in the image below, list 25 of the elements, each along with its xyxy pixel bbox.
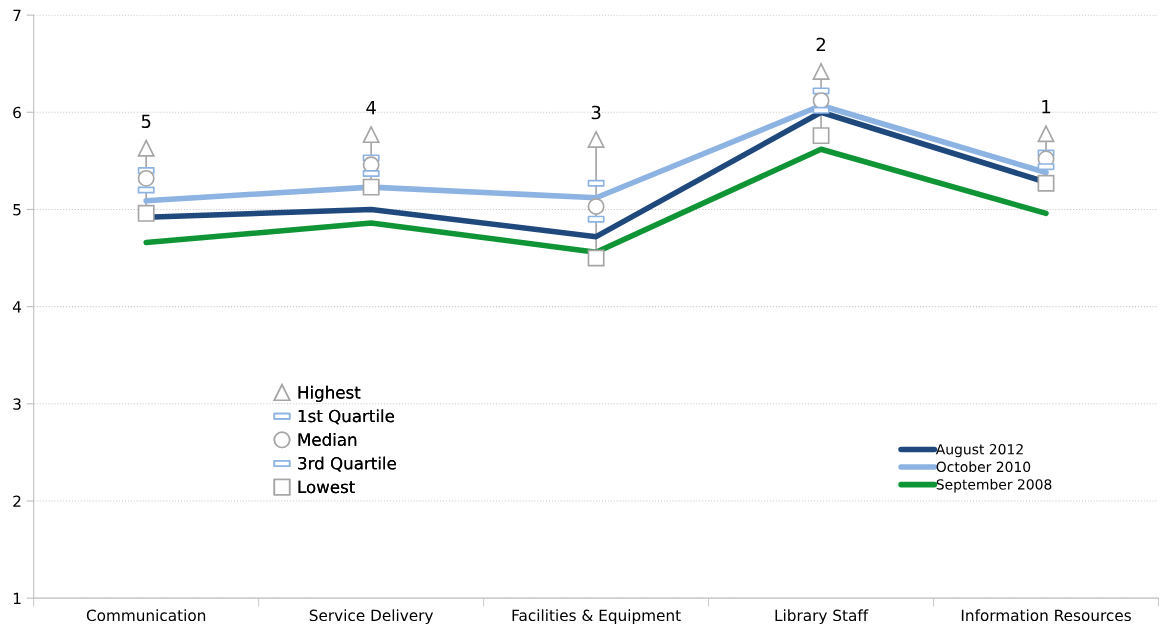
x-tick-label: Service Delivery: [309, 609, 434, 625]
x-tick-label: Information Resources: [961, 609, 1131, 622]
x-tick-label: Facilities & Equipment: [512, 609, 681, 625]
y-tick-label: 7: [13, 9, 21, 21]
annotation: 2: [816, 37, 825, 52]
annotation: 4: [366, 101, 376, 115]
legend-label: September 2008: [936, 478, 1052, 493]
annotation: 1: [1042, 100, 1051, 114]
x-tick-label: Library Staff: [775, 609, 869, 625]
y-tick-label: 1: [13, 592, 21, 604]
y-tick-label: 2: [13, 495, 21, 507]
legend-label: Lowest: [298, 480, 355, 494]
legend-label: Highest: [298, 385, 361, 402]
annotation: 5: [141, 114, 151, 129]
y-tick-label: 3: [13, 398, 21, 410]
legend-label: August 2012: [935, 443, 1023, 458]
y-tick-label: 4: [12, 301, 22, 313]
x-tick-label: Communication: [86, 609, 206, 622]
legend-label: 3rd Quartile: [298, 456, 396, 472]
y-tick-label: 5: [13, 204, 21, 216]
annotation: 3: [591, 105, 601, 120]
legend-label: 1st Quartile: [298, 409, 395, 425]
legend-label: Median: [298, 433, 357, 446]
legend-label: October 2010: [936, 461, 1031, 473]
y-tick-label: 6: [13, 106, 21, 119]
